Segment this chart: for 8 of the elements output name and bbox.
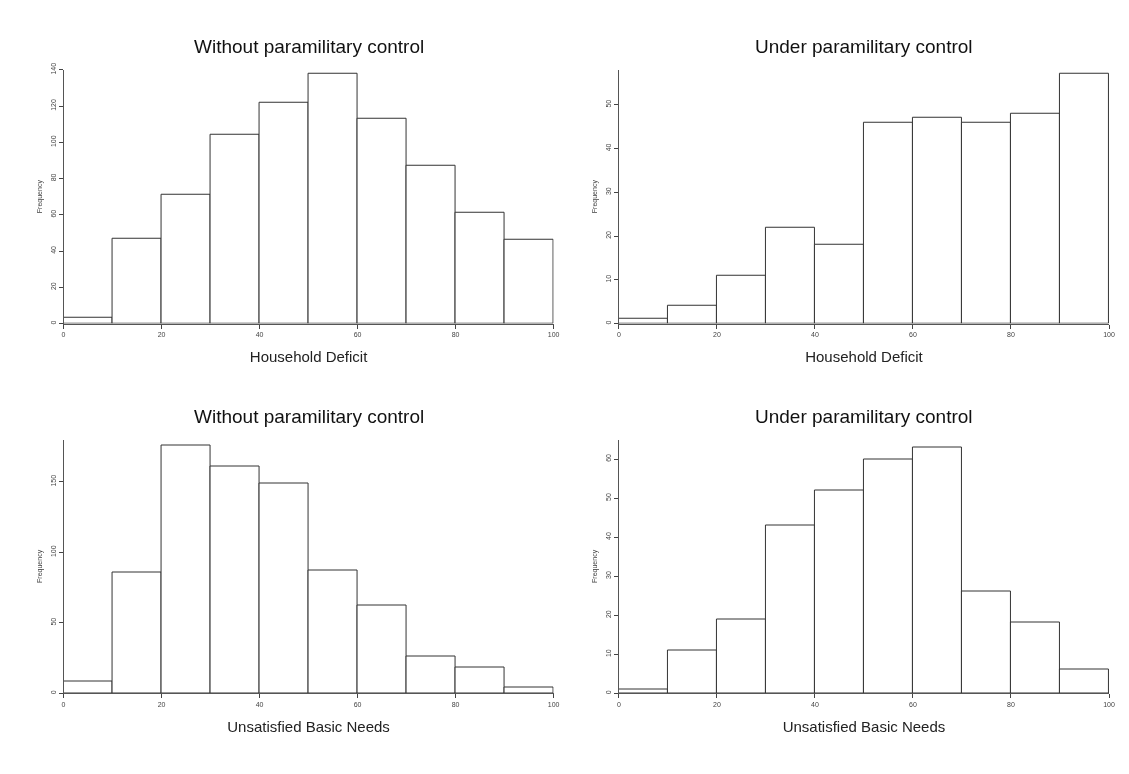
chart-title: Under paramilitary control <box>755 406 973 427</box>
chart-title: Without paramilitary control <box>194 36 425 57</box>
chart-title: Under paramilitary control <box>755 36 973 57</box>
x-axis-title: Household Deficit <box>249 347 369 365</box>
x-axis-title: Unsatisfied Basic Needs <box>782 717 946 735</box>
x-axis-title: Household Deficit <box>805 347 924 365</box>
chart-title: Without paramilitary control <box>194 406 425 427</box>
x-axis-title: Unsatisfied Basic Needs <box>227 717 390 735</box>
